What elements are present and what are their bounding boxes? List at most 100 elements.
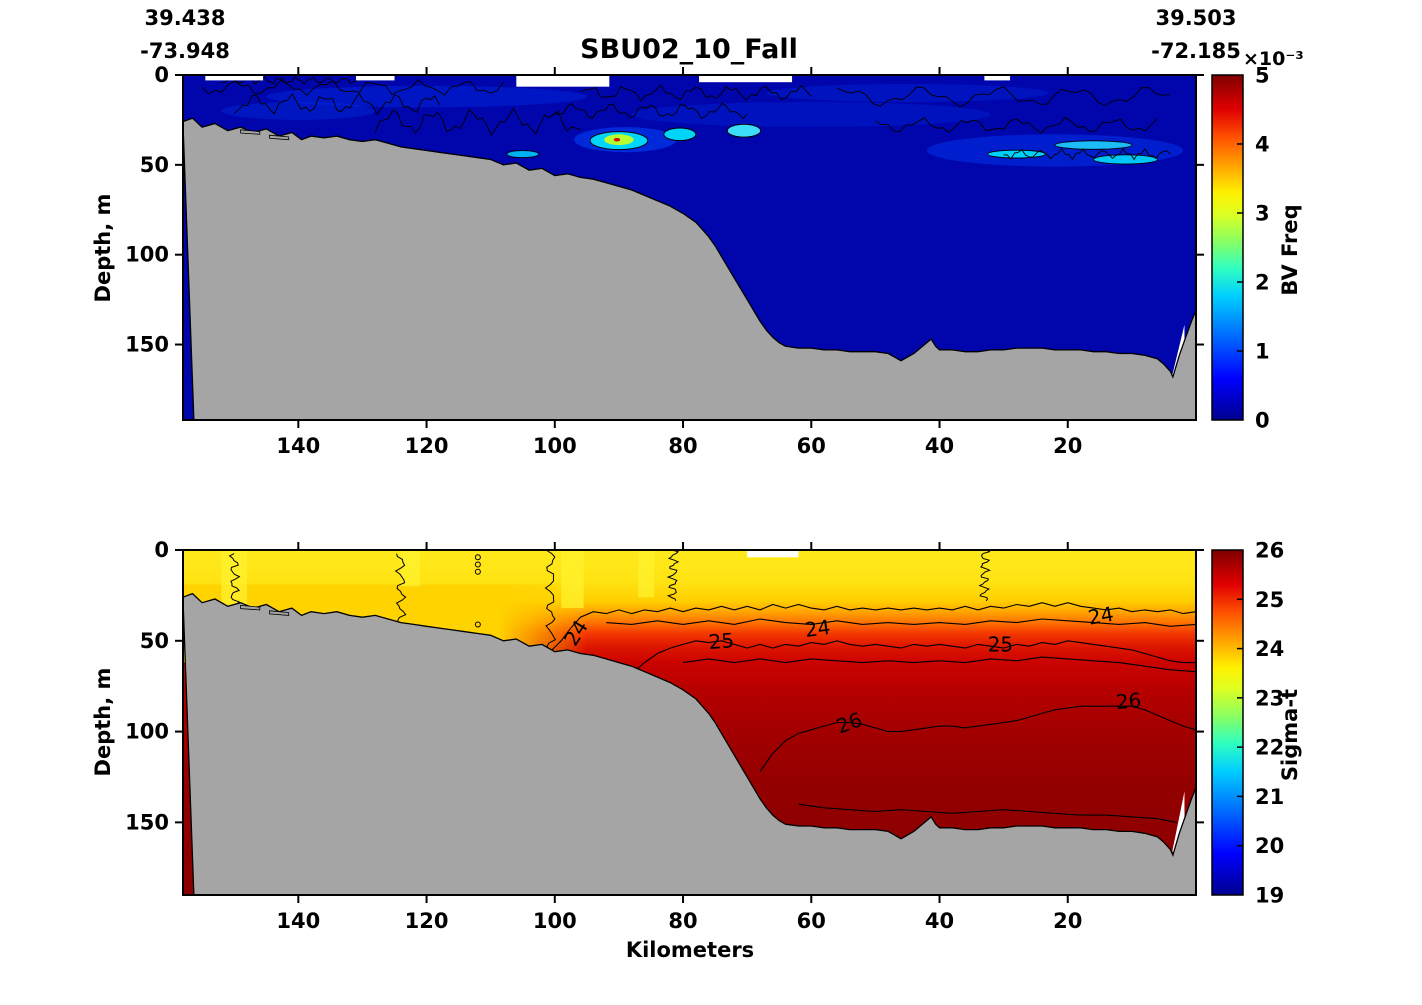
- bright-yellow-streak: [638, 550, 655, 598]
- bv-patch: [631, 101, 991, 128]
- x-tick-label: 60: [797, 434, 826, 458]
- bv-contour-squiggle: [554, 102, 748, 120]
- end-latitude: 39.503: [1155, 6, 1237, 30]
- start-latitude: 39.438: [144, 6, 226, 30]
- bv-patch: [1092, 154, 1159, 165]
- colorbar-tick-label: 2: [1255, 271, 1270, 295]
- bright-yellow-streak: [561, 550, 584, 609]
- colorbar-frame: [1211, 74, 1244, 421]
- y-tick-label: 50: [140, 629, 169, 653]
- seafloor-spit: [240, 129, 261, 135]
- x-tick-label: 100: [533, 434, 577, 458]
- sigma-contour-24: [548, 602, 1196, 654]
- colorbar-tick-label: 21: [1255, 785, 1284, 809]
- colorbar-exponent: ×10⁻³: [1243, 48, 1304, 70]
- sigma-contour-24.5: [606, 618, 1196, 627]
- colorbar-tick-label: 4: [1255, 133, 1270, 157]
- seafloor: [183, 117, 1196, 420]
- y-tick-label: 100: [125, 720, 169, 744]
- x-tick-label: 140: [276, 909, 320, 933]
- bv-patch: [266, 85, 587, 108]
- start-longitude: -73.948: [140, 39, 230, 63]
- y-tick-label: 0: [154, 63, 169, 87]
- contour-dot: [474, 561, 481, 568]
- bv-patch: [221, 101, 376, 120]
- x-tick-label: 60: [797, 909, 826, 933]
- colorbar-tick-label: 26: [1255, 539, 1284, 563]
- x-tick-label: 120: [405, 909, 449, 933]
- colorbar-tick-label: 25: [1255, 588, 1284, 612]
- seafloor-spit: [269, 134, 290, 141]
- y-tick-label: 150: [125, 333, 169, 357]
- bv-patch: [1054, 140, 1133, 150]
- colorbar-tick-label: 0: [1255, 409, 1270, 433]
- no-data-gap: [205, 75, 264, 81]
- seafloor: [183, 592, 1196, 895]
- axes-frame: 140 120 100 80 60 40 20 0 50 100 150: [125, 63, 1204, 458]
- x-tick-label: 100: [533, 909, 577, 933]
- end-longitude: -72.185: [1151, 39, 1241, 63]
- x-tick-label: 80: [668, 434, 697, 458]
- sigma-contour-vertical: [978, 550, 991, 602]
- axes-frame: 140 120 100 80 60 40 20 0 50 100 150: [125, 538, 1204, 933]
- y-tick-label: 0: [154, 538, 169, 562]
- sigma-contour-26: [798, 803, 1177, 823]
- contour-label-26: 26: [1115, 688, 1142, 714]
- colorbar-tick-label: 24: [1255, 637, 1284, 661]
- contour-label-24: 24: [1086, 602, 1115, 630]
- colorbar-tick-label: 22: [1255, 736, 1284, 760]
- bv-contour-squiggle: [836, 86, 1171, 108]
- bv-contour-squiggle: [201, 78, 504, 96]
- bv-contour-squiggle: [233, 92, 440, 116]
- top-y-axis-label: Depth, m: [91, 193, 115, 303]
- y-tick-label: 50: [140, 153, 169, 177]
- axes-box: [182, 74, 1197, 421]
- colorbar-tick-label: 20: [1255, 834, 1284, 858]
- sigma-contour-vertical: [544, 550, 557, 654]
- bottom-colorbar-label: Sigma-t: [1278, 688, 1302, 782]
- x-tick-label: 20: [1053, 434, 1082, 458]
- bv-contour-squiggle: [374, 107, 581, 136]
- top-colorbar-label: BV Freq: [1278, 204, 1302, 296]
- bv-patch: [987, 149, 1046, 159]
- colorbar-frame: [1211, 549, 1244, 896]
- contour-dot: [474, 554, 481, 561]
- colorbar-top: 0 1 2 3 4 5: [1211, 64, 1270, 433]
- colorbar-tick-label: 3: [1255, 202, 1270, 226]
- x-tick-label: 40: [925, 434, 954, 458]
- x-axis-label: Kilometers: [625, 938, 755, 962]
- axes-box: [182, 549, 1197, 896]
- seafloor-spit: [269, 610, 290, 616]
- contour-label-25: 25: [988, 633, 1013, 657]
- contour-label-24: 24: [803, 615, 832, 642]
- seafloor-spit: [240, 604, 261, 611]
- colorbar-tick-label: 1: [1255, 340, 1270, 364]
- colorbar-tick-label: 5: [1255, 64, 1270, 88]
- colorbar-bottom: 19 20 21 22 23 24 25 26: [1211, 539, 1284, 908]
- sigma-contour-25: [631, 640, 1196, 674]
- plot-title: SBU02_10_Fall: [580, 34, 798, 65]
- bv-patch: [506, 149, 540, 159]
- bv-contour-squiggle: [580, 84, 812, 102]
- colorbar-gradient: [1212, 75, 1243, 420]
- contour-dot: [474, 568, 481, 575]
- bv-patch: [726, 123, 762, 138]
- colorbar-tick-label: 23: [1255, 686, 1284, 710]
- bv-patch: [613, 137, 621, 142]
- contour-label-25: 25: [708, 628, 735, 654]
- colorbar-tick-label: 19: [1255, 884, 1284, 908]
- bv-patch: [663, 127, 697, 142]
- y-tick-label: 150: [125, 810, 169, 834]
- x-tick-label: 80: [668, 909, 697, 933]
- colorbar-gradient: [1212, 550, 1243, 895]
- no-data-gap: [747, 550, 799, 558]
- no-data-gap: [516, 75, 610, 87]
- x-tick-label: 20: [1053, 909, 1082, 933]
- sigma-contour-26: [759, 705, 1196, 772]
- no-data-gap: [984, 75, 1011, 81]
- x-tick-label: 140: [276, 434, 320, 458]
- bright-yellow-streak: [400, 550, 421, 587]
